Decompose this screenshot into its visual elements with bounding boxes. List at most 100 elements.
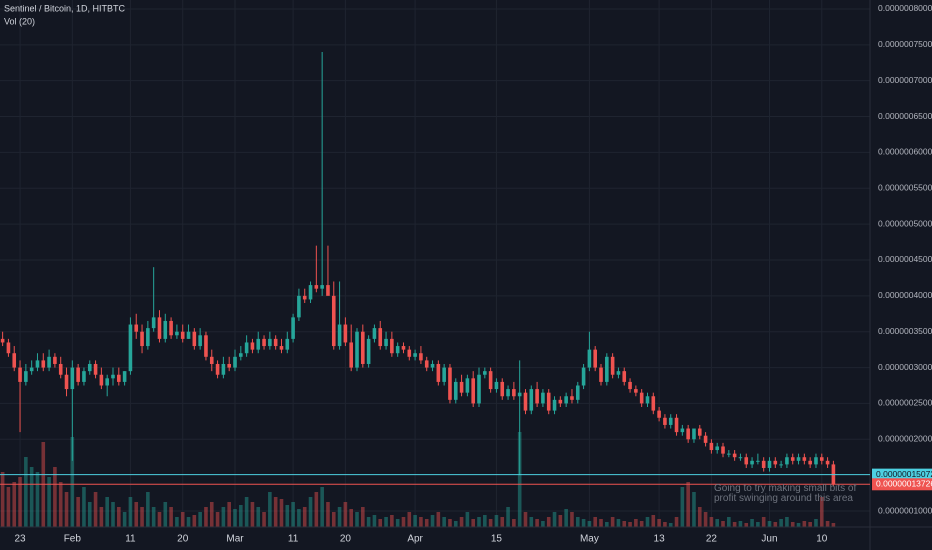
volume-bar [453, 521, 458, 527]
volume-bar [721, 521, 725, 527]
candle-body [372, 328, 377, 339]
volume-bar [448, 519, 452, 527]
candle-body [448, 367, 452, 400]
volume-bar [535, 519, 539, 527]
volume-bar [715, 519, 720, 527]
candle-body [779, 464, 783, 466]
volume-bar [703, 512, 708, 527]
candle-body [436, 363, 441, 382]
candle-body [140, 331, 144, 347]
grid [0, 0, 870, 527]
volume-bar [419, 517, 423, 527]
candle-body [384, 338, 388, 347]
candle-body [395, 346, 400, 354]
x-tick-label: 10 [816, 534, 828, 545]
volume-bar [29, 467, 34, 527]
candle-body [64, 374, 69, 390]
volume-bar [680, 487, 685, 527]
volume-bar [465, 512, 470, 527]
y-tick-label: 0.00000040000 [878, 290, 932, 300]
volume-bar [424, 519, 429, 527]
y-tick-label: 0.00000020000 [878, 434, 932, 444]
candle-body [331, 295, 336, 347]
volume-bar [76, 497, 80, 527]
y-tick-label: 0.00000030000 [878, 362, 932, 372]
candle-body [41, 360, 46, 368]
price-label: 0.00000013726 [876, 479, 932, 489]
volume-bar [593, 517, 598, 527]
candle-body [674, 417, 679, 433]
volume-bar [459, 517, 464, 527]
candle-body [320, 285, 324, 289]
candle-body [570, 396, 574, 400]
x-tick-label: 13 [654, 534, 666, 545]
x-tick-label: Feb [64, 534, 82, 545]
volume-bar [355, 512, 359, 527]
x-tick-label: May [580, 534, 599, 545]
candle-body [773, 460, 778, 465]
annotation: Going to try making small bits of profit… [714, 484, 857, 504]
candle-body [639, 392, 644, 404]
candle-body [767, 460, 772, 468]
volume-bar [390, 515, 394, 527]
volume-bar [64, 492, 69, 527]
candle-body [610, 356, 615, 375]
candle-body [366, 338, 371, 364]
volume-bar [204, 507, 208, 527]
x-tick-label: Apr [407, 534, 423, 545]
candle-body [35, 360, 40, 368]
candle-body [657, 410, 661, 418]
volume-bar [134, 502, 139, 527]
candle-body [459, 381, 464, 393]
y-tick-label: 0.00000045000 [878, 254, 932, 264]
volume-bar [70, 437, 75, 527]
volume-bar [320, 487, 324, 527]
volume-bar [616, 519, 621, 527]
volume-bar [151, 507, 156, 527]
volume-bar [349, 509, 353, 527]
volume-bar [738, 521, 743, 527]
candle-body [512, 389, 516, 397]
candle-body [390, 338, 394, 354]
candle-body [709, 442, 714, 451]
volume-bar [779, 519, 783, 527]
candle-body [355, 331, 359, 368]
candle-body [87, 363, 92, 372]
volume-bar [802, 521, 807, 527]
volume-bar [47, 477, 51, 527]
candle-body [361, 331, 365, 364]
candle-body [343, 324, 348, 343]
volume-bar [436, 512, 441, 527]
candle-body [732, 453, 737, 458]
volume-bar [227, 502, 231, 527]
volume-bar [157, 512, 162, 527]
candle-body [297, 295, 301, 318]
candle-body [819, 457, 824, 461]
candle-body [750, 460, 754, 465]
x-tick-label: 20 [177, 534, 189, 545]
candle-body [250, 342, 255, 350]
volume-bar [24, 457, 28, 527]
candle-body [134, 324, 139, 332]
volume-bar [111, 502, 115, 527]
volume-bar [761, 517, 766, 527]
volume-bar [256, 507, 261, 527]
volume-bar [767, 521, 772, 527]
volume-bar [221, 507, 226, 527]
volume-bar [442, 517, 446, 527]
candle-body [146, 328, 150, 347]
volume-bar [175, 517, 179, 527]
candle-body [175, 331, 179, 336]
candle-body [268, 338, 272, 347]
candle-body [808, 460, 812, 465]
volume-bar [53, 467, 57, 527]
candle-body [825, 460, 830, 465]
price-label: 0.00000015072 [876, 469, 932, 479]
x-tick-label: 15 [491, 534, 503, 545]
volume-bar [506, 507, 510, 527]
candle-body [686, 428, 690, 440]
candle-body [663, 417, 667, 425]
volume-bar [709, 517, 714, 527]
